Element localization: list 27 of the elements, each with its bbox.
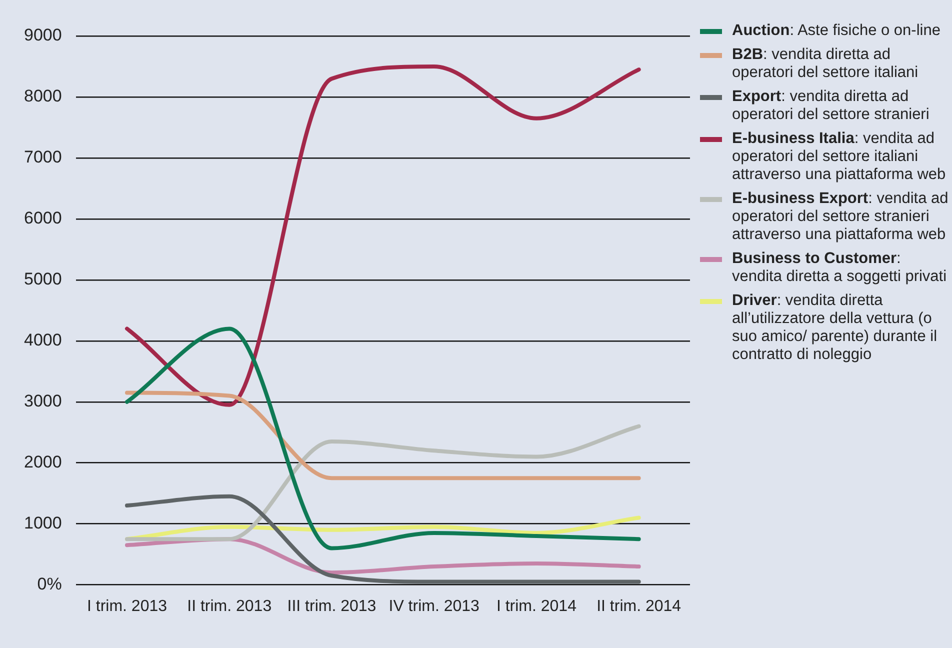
- x-tick-label: I trim. 2014: [496, 598, 577, 615]
- y-tick-label: 7000: [24, 148, 62, 167]
- line-series: [125, 326, 641, 550]
- legend-label: E-business Export: vendita ad operatori del settore stranieri attraverso una piattaforma web: [732, 190, 950, 244]
- legend-label: E-business Italia: vendita ad operatori del settore italiani attraverso una piattaforma web: [732, 130, 947, 184]
- x-tick-label: II trim. 2014: [596, 598, 682, 615]
- y-tick-label: 9000: [24, 26, 62, 45]
- y-tick-label: 8000: [24, 86, 62, 106]
- y-tick-label: 4000: [24, 330, 62, 350]
- legend-label: Export: vendita diretta ad operatori del settore stranieri: [732, 88, 930, 124]
- line-series: [125, 64, 641, 407]
- y-tick-label: 5000: [24, 270, 62, 289]
- x-tick-label: I trim. 2013: [86, 598, 168, 615]
- legend-label: Driver: vendita diretta all’utilizzatore della vettura (o suo amico/ parente) durante il contratto di noleggio: [732, 292, 938, 364]
- y-tick-label: 0%: [37, 574, 62, 594]
- legend-label: Business to Customer: vendita diretta a soggetti privati: [732, 250, 948, 286]
- x-tick-label: II trim. 2013: [187, 598, 272, 615]
- x-tick-label: III trim. 2013: [287, 598, 376, 615]
- line-series: [125, 494, 641, 584]
- y-tick-label: 1000: [24, 514, 62, 533]
- line-series: [125, 424, 641, 542]
- legend-label: Auction: Aste fisiche o on-line: [732, 22, 940, 40]
- y-tick-label: 2000: [24, 452, 62, 472]
- y-tick-label: 3000: [24, 392, 62, 411]
- legend-label: B2B: vendita diretta ad operatori del settore italiani: [732, 46, 920, 82]
- y-tick-label: 6000: [24, 208, 62, 228]
- x-tick-label: IV trim. 2013: [388, 598, 480, 615]
